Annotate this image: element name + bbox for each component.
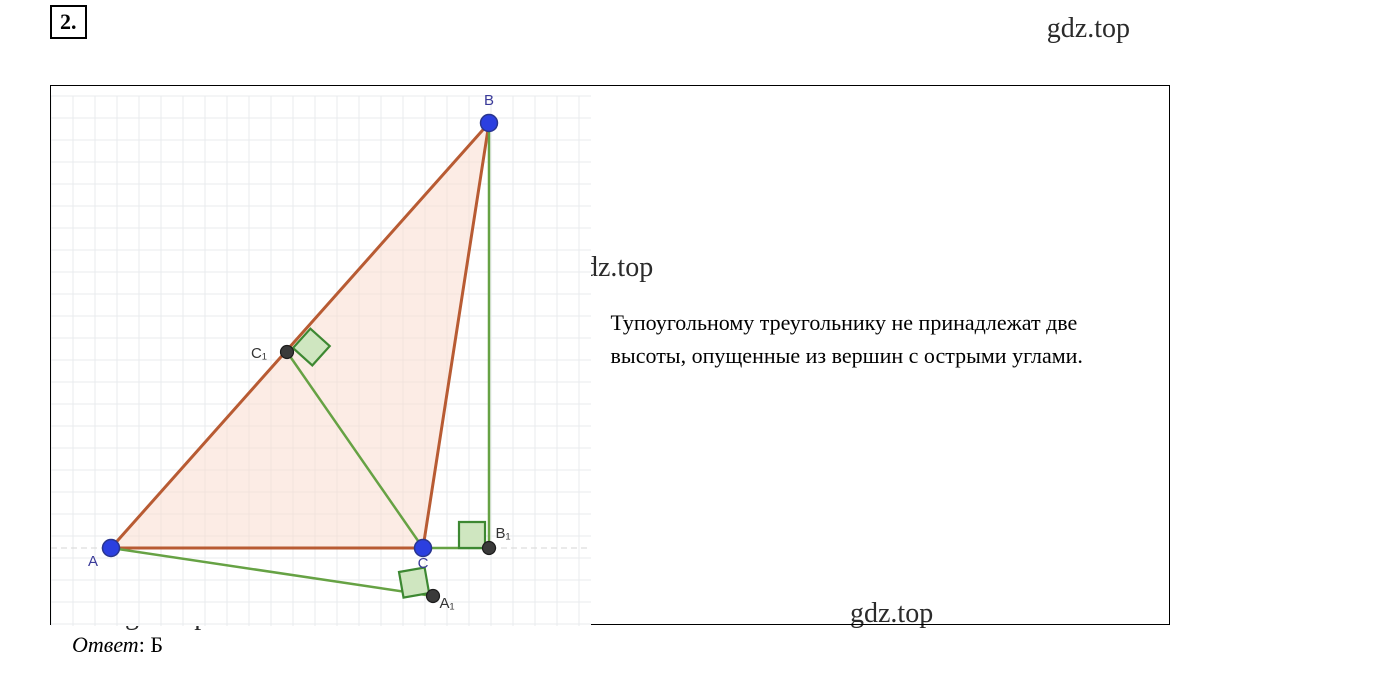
answer-line: Ответ: Б xyxy=(72,632,163,658)
answer-colon: : xyxy=(139,632,151,657)
watermark: gdz.top xyxy=(1047,13,1130,45)
figure-cell: A B C C₁ A₁ B₁ xyxy=(51,86,591,625)
answer-label: Ответ xyxy=(72,632,139,657)
svg-text:A₁: A₁ xyxy=(439,595,454,612)
geometry-figure: A B C C₁ A₁ B₁ xyxy=(51,86,591,626)
svg-text:A: A xyxy=(88,553,98,570)
svg-text:C₁: C₁ xyxy=(251,345,267,362)
solution-table: A B C C₁ A₁ B₁ Тупоугольному треугольнику не … xyxy=(50,85,1170,625)
svg-text:B: B xyxy=(484,92,494,109)
svg-text:C: C xyxy=(418,555,429,572)
answer-value: Б xyxy=(150,632,163,657)
question-number: 2. xyxy=(50,5,87,39)
svg-text:B₁: B₁ xyxy=(495,525,510,542)
explanation-text: Тупоугольному треугольнику не принадлежа… xyxy=(611,306,1149,372)
explanation-cell: Тупоугольному треугольнику не принадлежа… xyxy=(590,86,1169,625)
